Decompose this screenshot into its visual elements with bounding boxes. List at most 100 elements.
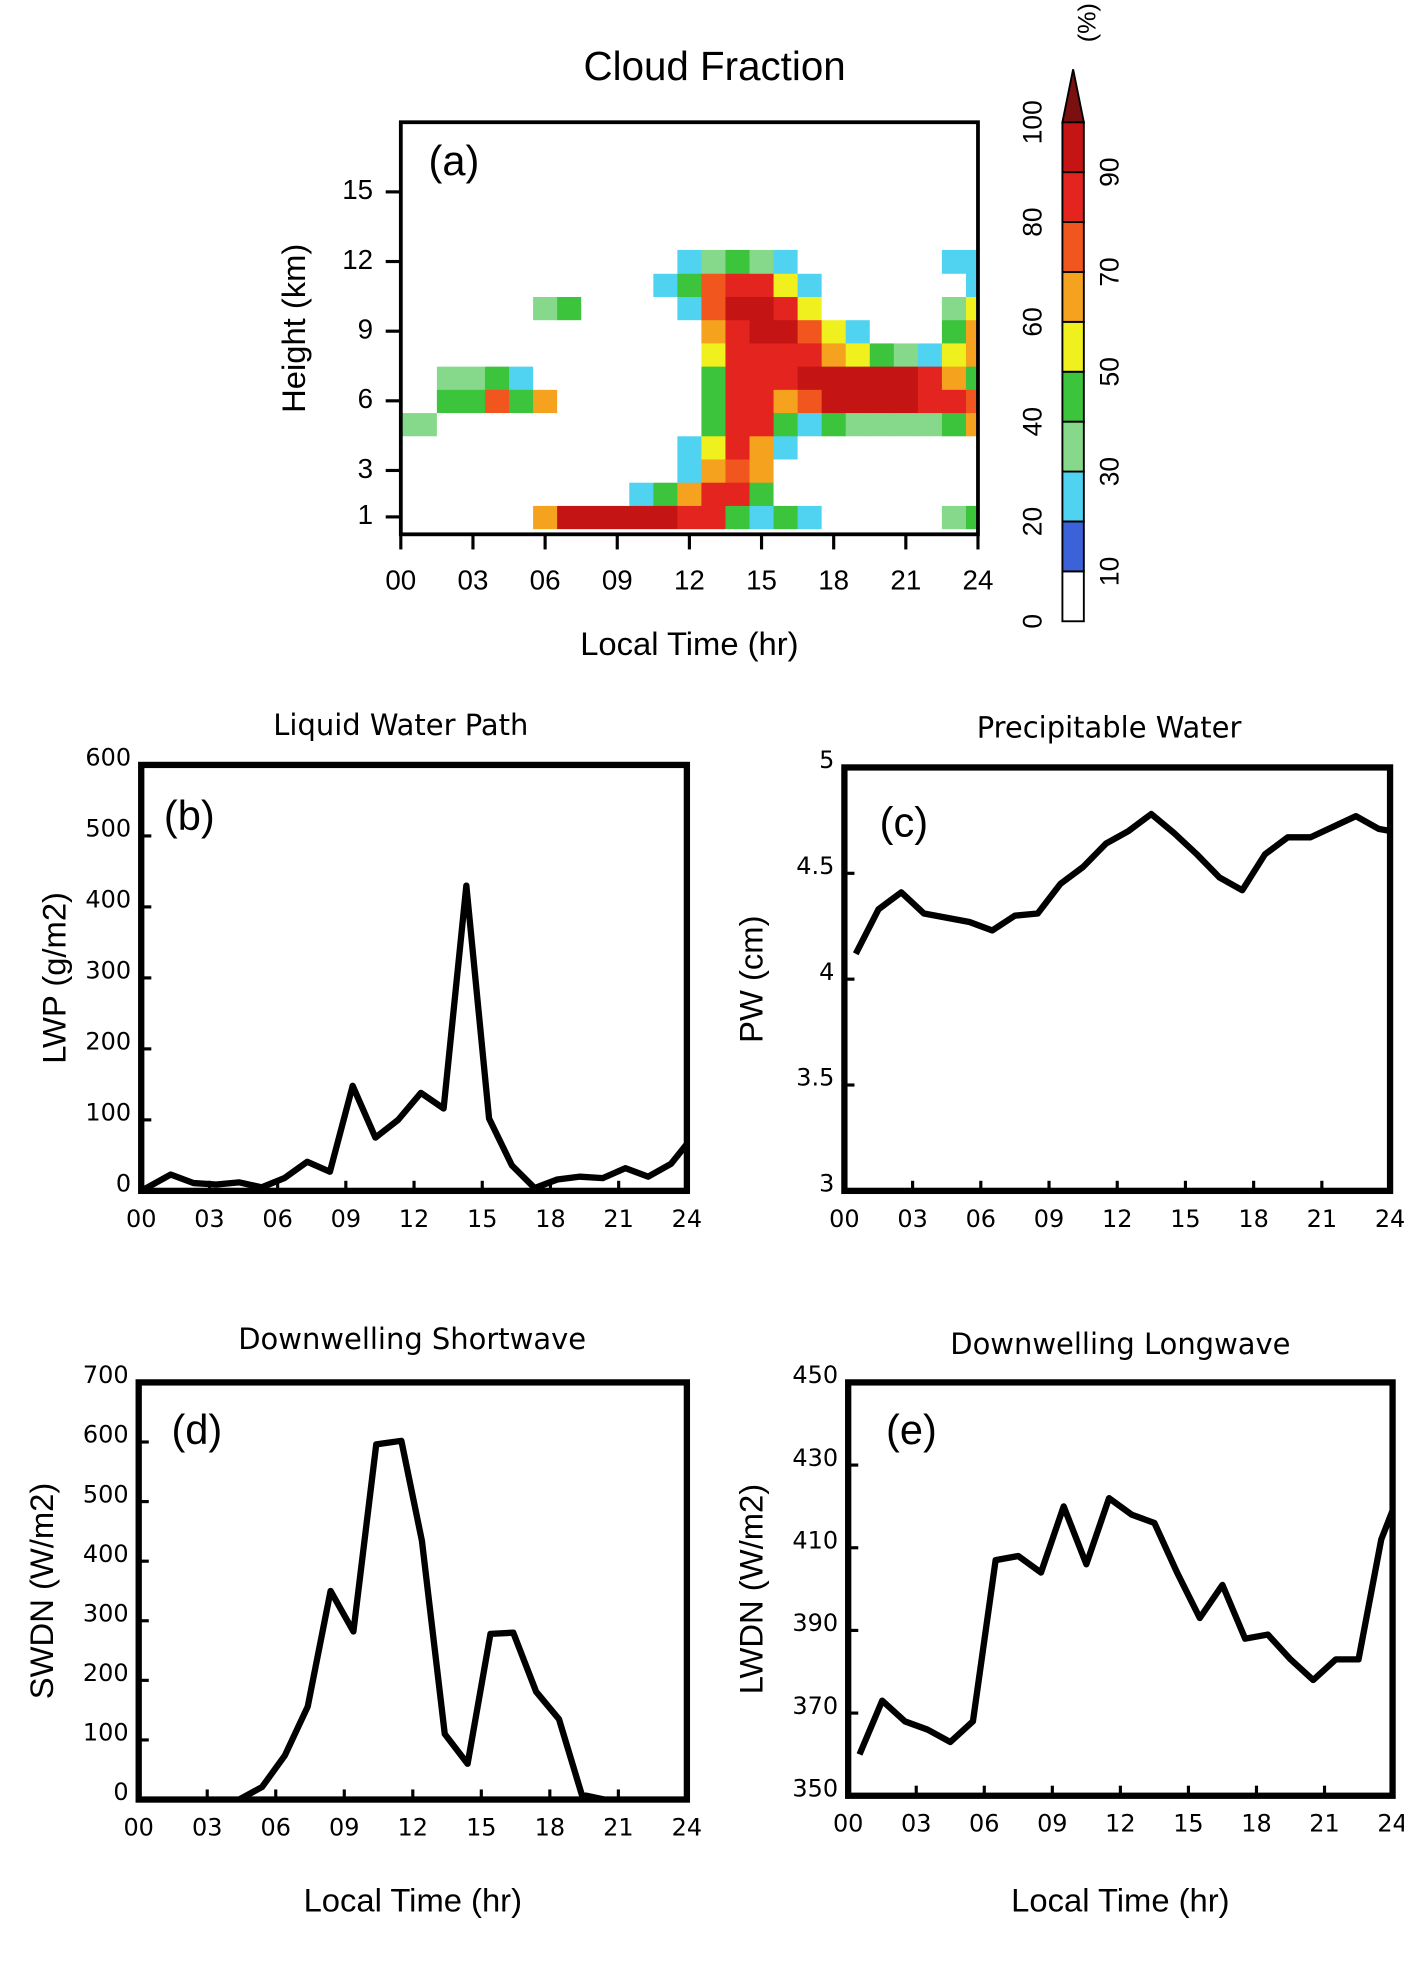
- cloud-cell: [460, 273, 486, 297]
- cloud-cell: [557, 505, 582, 530]
- cloud-cell: [749, 435, 775, 460]
- y-tick-label: 5: [819, 746, 834, 774]
- cloud-cell: [773, 319, 799, 344]
- cloud-cell: [677, 342, 703, 367]
- x-tick-label: 03: [194, 1205, 224, 1233]
- colorbar-swatch: [1061, 320, 1085, 373]
- y-tick-label: 6: [358, 383, 373, 414]
- cloud-cell: [509, 458, 534, 483]
- cloud-cell: [400, 342, 414, 367]
- cloud-cell: [893, 435, 919, 460]
- cloud-cell: [653, 249, 679, 274]
- cloud-cell: [581, 389, 606, 414]
- y-tick-label: 300: [83, 1599, 129, 1627]
- cloud-cell: [460, 296, 486, 321]
- cloud-cell: [941, 505, 967, 530]
- cloud-cell: [653, 435, 679, 460]
- cloud-cell: [773, 458, 799, 483]
- cloud-cell: [821, 342, 847, 367]
- cloud-cell: [460, 389, 486, 414]
- cloud-cell: [412, 319, 438, 344]
- cloud-cell: [965, 249, 978, 274]
- cloud-cell: [965, 389, 978, 414]
- colorbar-swatch: [1061, 171, 1085, 223]
- x-axis-label: Local Time (hr): [580, 625, 798, 662]
- cloud-cell: [725, 366, 751, 390]
- cloud-cell: [869, 458, 895, 483]
- cloud-cell: [653, 482, 679, 506]
- x-tick-label: 00: [123, 1814, 153, 1842]
- colorbar-tick-label: 50: [1095, 357, 1125, 386]
- x-tick-label: 06: [530, 565, 561, 596]
- y-tick-label: 600: [83, 1421, 129, 1449]
- cloud-cell: [701, 342, 727, 367]
- cloud-cell: [869, 319, 895, 344]
- cloud-cell: [509, 412, 534, 437]
- cloud-cell: [773, 435, 799, 460]
- cloud-cell: [460, 412, 486, 437]
- cloud-cell: [581, 505, 606, 530]
- cloud-cell: [893, 249, 919, 274]
- cloud-cell: [533, 249, 558, 274]
- cloud-cell: [581, 412, 606, 437]
- cloud-cell: [701, 435, 727, 460]
- cloud-cell: [917, 273, 943, 297]
- cloud-cell: [557, 389, 582, 414]
- cloud-cell: [821, 412, 847, 437]
- cloud-cell: [965, 366, 978, 390]
- y-tick-label: 410: [792, 1526, 838, 1554]
- cloud-cell: [484, 412, 510, 437]
- colorbar-swatch: [1061, 271, 1085, 323]
- x-tick-label: 24: [672, 1205, 702, 1233]
- cloud-cell: [400, 319, 414, 344]
- cloud-cell: [965, 273, 978, 297]
- x-tick-label: 24: [1375, 1205, 1404, 1233]
- cloud-cell: [821, 366, 847, 390]
- cloud-cell: [725, 389, 751, 414]
- cloud-cell: [629, 482, 654, 506]
- panel-label: (d): [171, 1406, 222, 1453]
- cloud-cell: [629, 505, 654, 530]
- cloud-cell: [869, 342, 895, 367]
- cloud-cell: [749, 319, 775, 344]
- cloud-cell: [965, 505, 978, 530]
- cloud-cell: [917, 482, 943, 506]
- cloud-cell: [701, 412, 727, 437]
- cloud-cell: [773, 296, 799, 321]
- cloud-cell: [845, 296, 871, 321]
- panel-label: (c): [880, 798, 928, 845]
- y-tick-label: 430: [792, 1444, 838, 1472]
- cloud-cell: [893, 389, 919, 414]
- cloud-cell: [725, 412, 751, 437]
- x-axis-label: Local Time (hr): [304, 1882, 522, 1919]
- cloud-cell: [484, 296, 510, 321]
- cloud-cell: [701, 505, 727, 530]
- cloud-cell: [917, 389, 943, 414]
- cloud-cell: [460, 366, 486, 390]
- cloud-cell: [509, 435, 534, 460]
- cloud-cell: [797, 458, 823, 483]
- cloud-cell: [773, 389, 799, 414]
- cloud-cell: [797, 482, 823, 506]
- cloud-cell: [436, 482, 462, 506]
- cloud-cell: [773, 412, 799, 437]
- cloud-cell: [460, 319, 486, 344]
- cloud-cell: [749, 273, 775, 297]
- cloud-cell: [629, 273, 654, 297]
- cloud-cell: [436, 435, 462, 460]
- cloud-cell: [653, 505, 679, 530]
- y-tick-label: 100: [85, 1099, 131, 1127]
- cloud-cell: [484, 319, 510, 344]
- cloud-cell: [557, 342, 582, 367]
- cloud-cell: [869, 366, 895, 390]
- plot-frame: [841, 764, 1394, 1195]
- cloud-cell: [557, 273, 582, 297]
- cloud-cell: [605, 296, 630, 321]
- cloud-cell: [557, 366, 582, 390]
- cloud-cell: [509, 342, 534, 367]
- cloud-cell: [749, 412, 775, 437]
- cloud-cell: [869, 273, 895, 297]
- cloud-cell: [412, 505, 438, 530]
- cloud-cell: [917, 435, 943, 460]
- cloud-cell: [581, 482, 606, 506]
